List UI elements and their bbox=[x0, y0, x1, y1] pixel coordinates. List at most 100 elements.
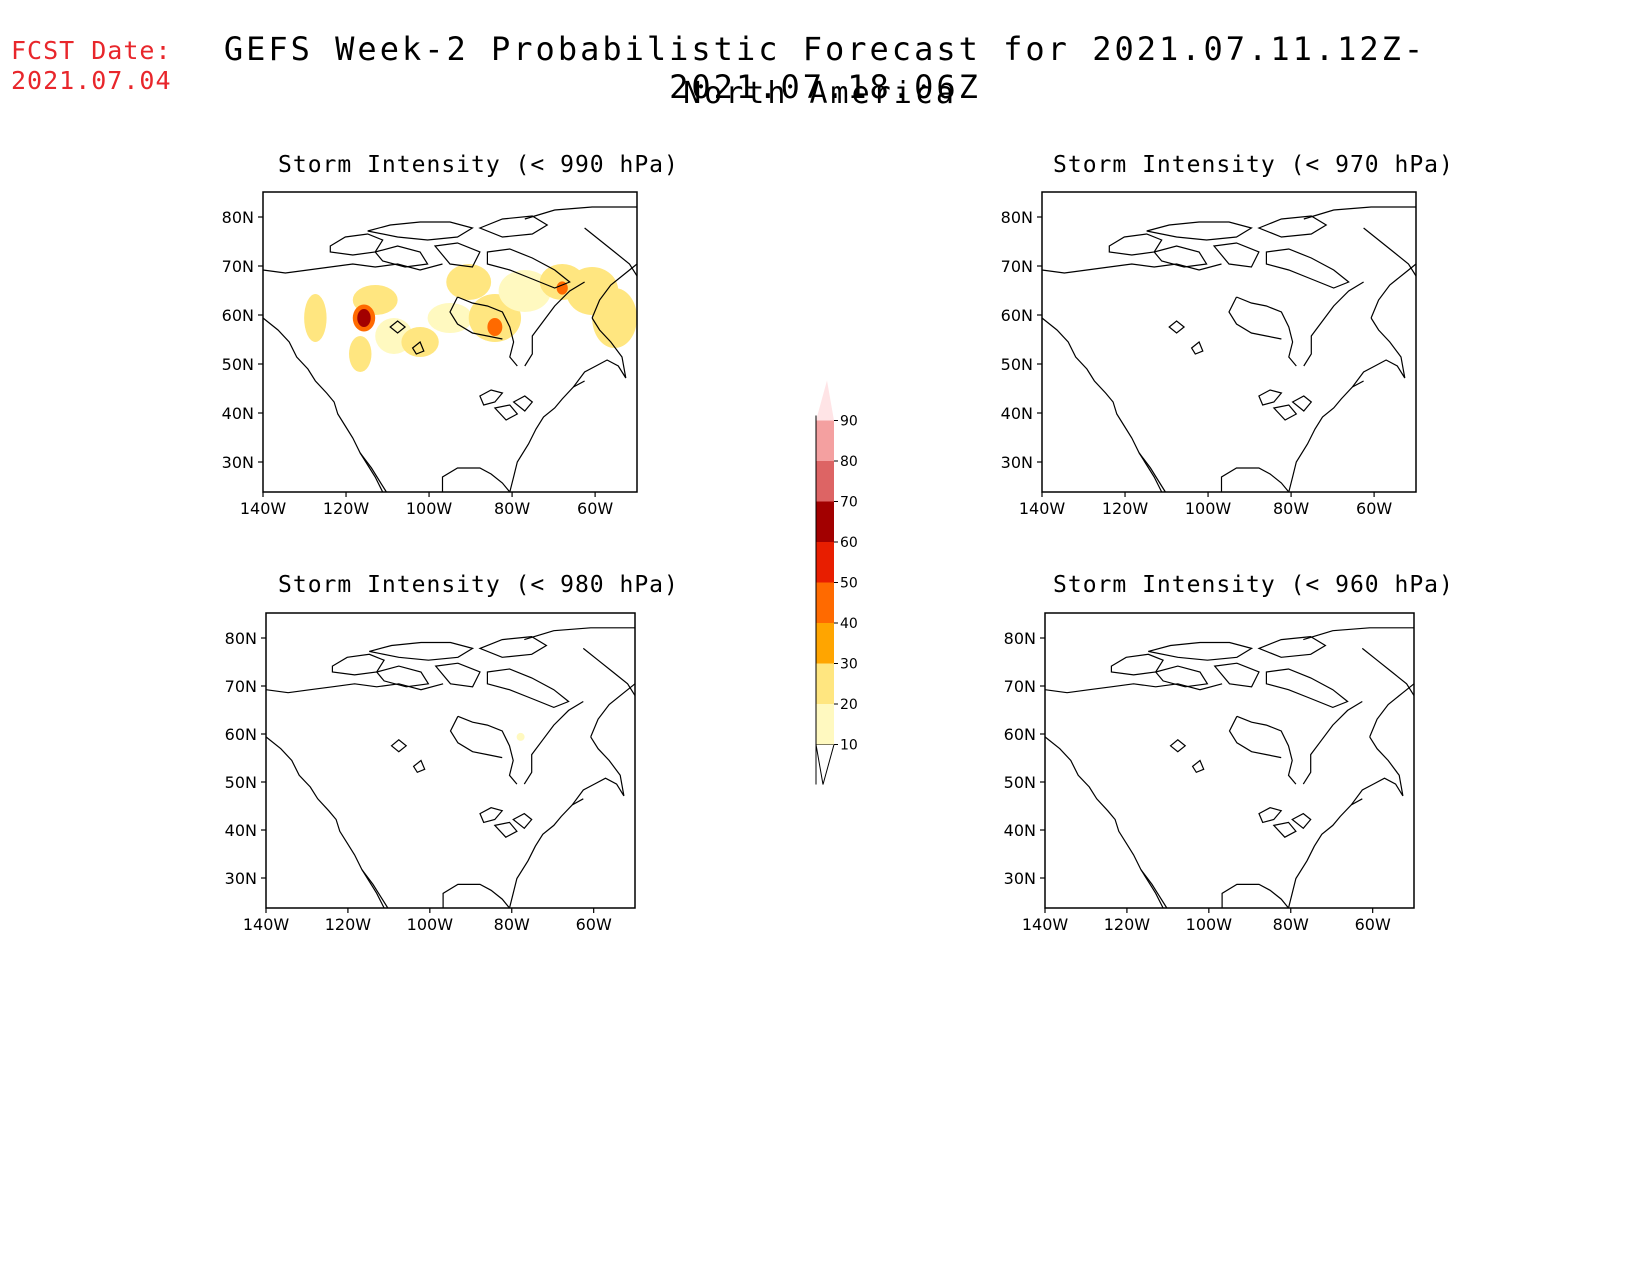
coastline bbox=[1303, 281, 1364, 367]
coastline bbox=[1236, 715, 1297, 785]
lon-label: 100W bbox=[1186, 915, 1233, 934]
coastline bbox=[1212, 242, 1260, 268]
lon-label: 100W bbox=[1185, 499, 1232, 518]
coastline bbox=[265, 736, 389, 909]
colorbar-label: 50 bbox=[840, 576, 858, 592]
coastline bbox=[390, 739, 408, 753]
coastline bbox=[1190, 341, 1204, 355]
probability-area bbox=[427, 303, 473, 333]
coastline bbox=[412, 759, 426, 774]
coastline bbox=[1272, 821, 1297, 838]
coastline bbox=[1350, 736, 1404, 806]
coastline bbox=[1138, 452, 1163, 493]
colorbar-top-cap bbox=[816, 380, 834, 421]
coastline bbox=[1169, 739, 1187, 753]
coastline bbox=[1236, 296, 1297, 367]
coastline bbox=[369, 641, 475, 661]
coastline bbox=[389, 320, 407, 334]
lon-label: 80W bbox=[1273, 915, 1309, 934]
coastline bbox=[1228, 296, 1282, 340]
coastline bbox=[433, 242, 481, 268]
lat-label: 80N bbox=[1001, 208, 1033, 227]
coastline bbox=[262, 317, 387, 493]
coastline bbox=[449, 296, 503, 340]
coastline bbox=[434, 662, 481, 688]
coastline bbox=[1370, 263, 1417, 319]
colorbar: 10 20 30 40 50 60 70 80 90 bbox=[815, 380, 858, 785]
lat-label: 70N bbox=[222, 257, 254, 276]
lat-label: 50N bbox=[1004, 773, 1036, 792]
coastline bbox=[375, 665, 430, 688]
coastline bbox=[1108, 233, 1163, 256]
coastline bbox=[508, 798, 584, 909]
coastline bbox=[523, 700, 584, 785]
lon-label: 120W bbox=[1102, 499, 1149, 518]
coastline bbox=[590, 683, 636, 738]
coastline bbox=[367, 221, 474, 241]
coastline bbox=[1041, 263, 1222, 274]
coastline bbox=[1369, 683, 1415, 738]
colorbar-label: 30 bbox=[840, 657, 858, 673]
lat-label: 60N bbox=[1004, 725, 1036, 744]
coastline bbox=[1041, 317, 1166, 493]
coastline bbox=[265, 683, 444, 694]
coastline bbox=[457, 296, 518, 367]
colorbar-swatch bbox=[816, 501, 834, 542]
lon-label: 100W bbox=[406, 499, 453, 518]
page-subtitle: North America bbox=[683, 76, 957, 111]
coastline bbox=[374, 245, 429, 268]
coastline bbox=[582, 647, 636, 696]
coastline bbox=[591, 263, 638, 319]
coastline bbox=[479, 807, 504, 824]
coastline bbox=[524, 206, 637, 220]
lon-label: 120W bbox=[325, 915, 372, 934]
coastline bbox=[1154, 665, 1209, 688]
probability-area bbox=[498, 270, 551, 312]
coastline bbox=[361, 869, 385, 909]
probability-area bbox=[592, 288, 637, 348]
colorbar-label: 40 bbox=[840, 616, 858, 632]
coastline bbox=[493, 821, 518, 838]
coastline bbox=[1168, 320, 1186, 334]
colorbar-label: 10 bbox=[840, 738, 858, 754]
map-frame bbox=[265, 612, 636, 909]
lat-label: 40N bbox=[1004, 821, 1036, 840]
coastline bbox=[331, 653, 385, 676]
lon-label: 60W bbox=[576, 915, 612, 934]
coastline bbox=[1258, 807, 1283, 824]
map-frame bbox=[1044, 612, 1415, 909]
coastline bbox=[478, 215, 549, 238]
coastline bbox=[1220, 467, 1290, 493]
lon-label: 140W bbox=[240, 499, 287, 518]
coastline bbox=[1287, 798, 1363, 909]
lon-label: 80W bbox=[1273, 499, 1309, 518]
probability-area bbox=[516, 732, 525, 741]
map-panel-2: 80N 70N 60N 50N 40N 30N 140W 120W 100W 80W 60W bbox=[225, 612, 636, 934]
colorbar-swatch bbox=[816, 663, 834, 704]
coastline bbox=[329, 233, 384, 256]
coastline bbox=[512, 812, 533, 830]
coastline bbox=[411, 341, 425, 355]
panel-title-970: Storm Intensity (< 970 hPa) bbox=[1053, 152, 1454, 178]
lat-label: 80N bbox=[1004, 629, 1036, 648]
colorbar-label: 20 bbox=[840, 697, 858, 713]
coastline bbox=[493, 404, 519, 421]
page-title: GEFS Week-2 Probabilistic Forecast for 2… bbox=[223, 30, 1427, 106]
lat-label: 50N bbox=[1001, 355, 1033, 374]
lat-label: 50N bbox=[222, 355, 254, 374]
probability-area bbox=[304, 294, 327, 342]
coastline bbox=[524, 281, 585, 367]
fcst-date-value: 2021.07.04 bbox=[11, 66, 172, 95]
probability-area bbox=[349, 336, 372, 372]
lat-label: 30N bbox=[225, 869, 257, 888]
coastline bbox=[571, 736, 625, 806]
lat-label: 60N bbox=[1001, 306, 1033, 325]
coastline bbox=[1303, 206, 1416, 220]
coastline bbox=[1257, 215, 1328, 238]
coastline bbox=[512, 395, 534, 412]
coastline bbox=[478, 635, 548, 658]
coastline bbox=[509, 380, 585, 493]
coastline bbox=[1265, 668, 1349, 709]
map-frame bbox=[262, 191, 638, 493]
coastline bbox=[584, 227, 638, 277]
